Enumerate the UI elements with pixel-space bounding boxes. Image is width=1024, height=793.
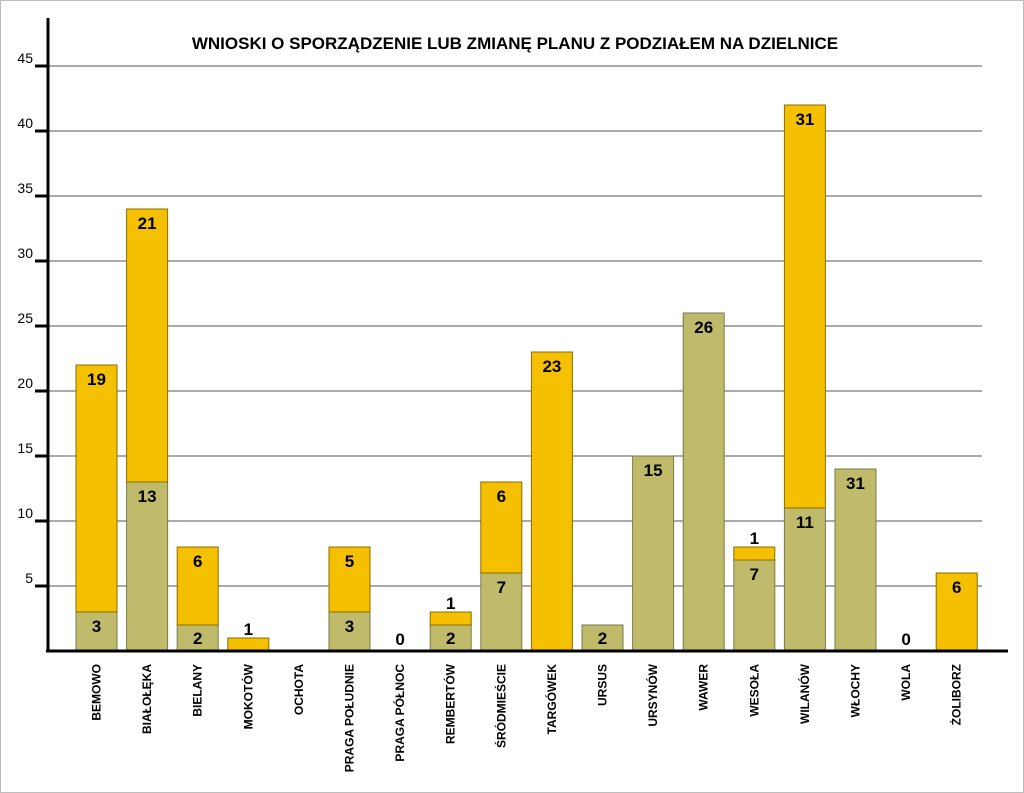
bar-segment <box>75 364 118 613</box>
category-label: WILANÓW <box>797 663 812 724</box>
category-label: BIELANY <box>191 664 205 717</box>
y-tick-label: 40 <box>17 115 33 131</box>
chart-title: WNIOSKI O SPORZĄDZENIE LUB ZMIANĘ PLANU … <box>192 34 838 53</box>
bar-segment <box>126 481 169 652</box>
bar-segment <box>530 351 573 652</box>
data-label: 19 <box>87 370 106 389</box>
data-label: 23 <box>542 357 561 376</box>
data-label: 31 <box>795 110 814 129</box>
data-label: 1 <box>750 529 759 548</box>
data-label: 3 <box>92 617 101 636</box>
category-label: ŻOLIBORZ <box>949 664 964 725</box>
category-labels: BEMOWO BIAŁOŁĘKA BIELANY MOKOTÓW OCHOTA PRAGA… <box>90 663 964 772</box>
bar-segment <box>227 637 270 652</box>
category-label: PRAGA PÓŁNOC <box>392 664 407 762</box>
data-label: 21 <box>138 214 157 233</box>
y-tick-label: 45 <box>17 50 33 66</box>
bar-segment <box>682 312 725 652</box>
category-label: MOKOTÓW <box>240 663 255 729</box>
category-label: WOLA <box>899 664 913 701</box>
data-label: 6 <box>193 552 202 571</box>
data-label: 0 <box>395 630 404 649</box>
bar-segment <box>328 546 371 613</box>
bar-segment <box>126 208 169 483</box>
y-tick-label: 10 <box>17 505 33 521</box>
category-label: WŁOCHY <box>849 664 863 717</box>
data-label: 11 <box>796 513 814 532</box>
data-label: 3 <box>345 617 354 636</box>
bar-segment <box>429 611 472 626</box>
data-label: 15 <box>644 461 663 480</box>
y-tick-label: 15 <box>17 440 33 456</box>
bar-segment <box>935 572 978 652</box>
bars <box>75 104 978 652</box>
data-label: 1 <box>244 620 253 639</box>
category-label: BIAŁOŁĘKA <box>140 664 154 734</box>
data-label: 2 <box>193 629 202 648</box>
data-label: 13 <box>138 487 157 506</box>
category-label: WESOŁA <box>747 664 761 717</box>
data-label: 7 <box>750 565 759 584</box>
data-label: 6 <box>497 487 506 506</box>
y-tick-label: 30 <box>17 245 33 261</box>
data-label: 5 <box>345 552 354 571</box>
bar-segment <box>733 546 776 561</box>
data-label: 6 <box>952 578 961 597</box>
category-label: OCHOTA <box>292 664 306 715</box>
bar-segment <box>783 104 826 509</box>
category-label: TARGÓWEK <box>544 664 559 735</box>
category-label: PRAGA POŁUDNIE <box>343 664 357 772</box>
data-label: 0 <box>901 630 910 649</box>
data-label: 1 <box>446 594 455 613</box>
bar-segment <box>480 572 523 652</box>
data-label: 7 <box>497 578 506 597</box>
data-label: 26 <box>694 318 713 337</box>
y-tick-label: 20 <box>17 375 33 391</box>
y-tick-label: 5 <box>25 570 33 586</box>
category-label: URSYNÓW <box>645 663 660 726</box>
y-tick-label: 35 <box>17 180 33 196</box>
bar-segment <box>480 481 523 574</box>
category-label: REMBERTÓW <box>443 663 458 744</box>
y-tick-label: 25 <box>17 310 33 326</box>
category-label: WAWER <box>697 664 711 711</box>
bar-segment <box>632 455 675 652</box>
bar-segment <box>176 546 219 626</box>
data-label: 2 <box>446 629 455 648</box>
bar-segment <box>783 507 826 652</box>
category-label: ŚRÓDMIEŚCIE <box>493 664 508 748</box>
data-label: 2 <box>598 629 607 648</box>
data-label: 31 <box>846 474 865 493</box>
bar-segment <box>834 468 877 652</box>
category-label: URSUS <box>596 664 610 706</box>
category-label: BEMOWO <box>90 664 104 721</box>
